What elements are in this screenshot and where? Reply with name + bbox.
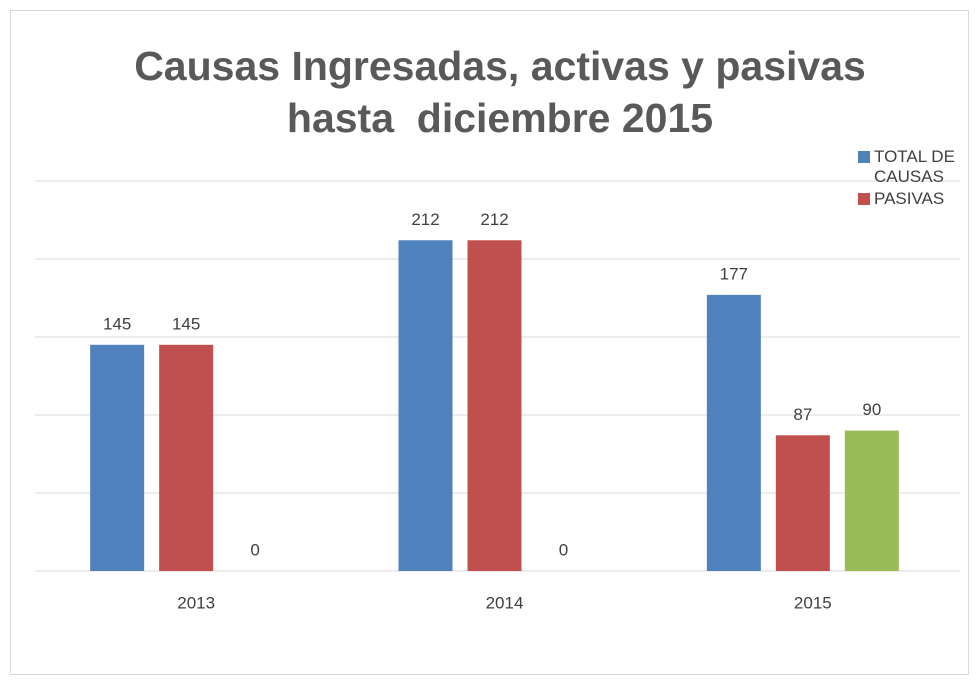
legend-swatch <box>858 151 870 163</box>
data-label: 145 <box>172 314 200 333</box>
legend-entry: TOTAL DE CAUSAS <box>858 147 962 187</box>
bar <box>398 240 453 571</box>
x-tick-label: 2013 <box>177 593 215 612</box>
data-label: 212 <box>480 210 508 229</box>
data-label: 90 <box>862 400 881 419</box>
x-tick-label: 2015 <box>794 593 832 612</box>
data-label: 0 <box>559 540 568 559</box>
bar <box>706 294 761 571</box>
data-label: 87 <box>793 405 812 424</box>
legend-label: PASIVAS <box>874 189 945 208</box>
chart-title: Causas Ingresadas, activas y pasivas has… <box>134 43 878 141</box>
data-label: 177 <box>720 264 748 283</box>
bar <box>90 344 145 571</box>
bar <box>775 435 830 571</box>
legend-swatch <box>858 193 870 205</box>
data-label: 0 <box>250 540 259 559</box>
legend-label: TOTAL DE CAUSAS <box>874 147 955 186</box>
bar <box>467 240 522 571</box>
bar <box>159 344 214 571</box>
bar <box>844 430 899 571</box>
x-tick-label: 2014 <box>486 593 524 612</box>
data-label: 212 <box>411 210 439 229</box>
legend: TOTAL DE CAUSAS PASIVAS <box>858 147 962 211</box>
data-label: 145 <box>103 314 131 333</box>
legend-entry: PASIVAS <box>858 189 962 209</box>
